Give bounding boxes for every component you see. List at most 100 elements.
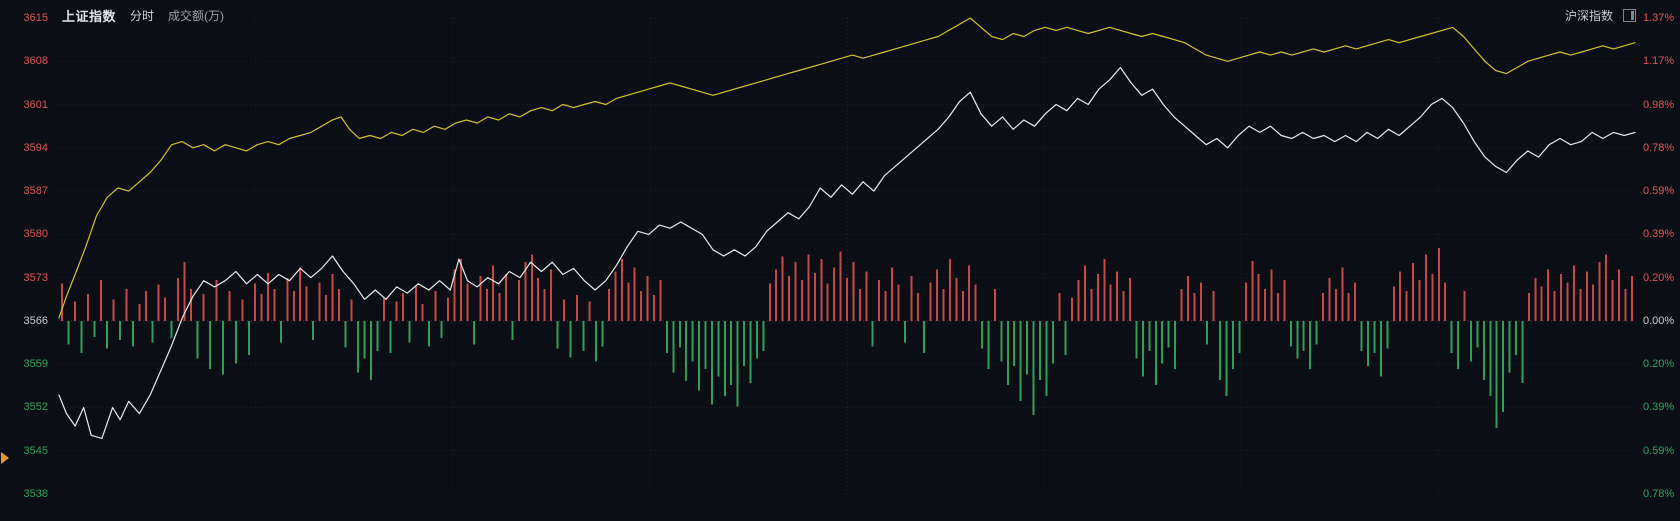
volume-bar-up	[299, 267, 302, 321]
volume-bar-up	[1412, 263, 1415, 321]
volume-bar-up	[485, 288, 488, 321]
volume-bar-up	[1084, 265, 1086, 321]
volume-bar-up	[1334, 288, 1337, 321]
volume-bar-down	[1174, 320, 1177, 370]
volume-bar-down	[344, 320, 347, 348]
volume-bar-up	[1077, 280, 1080, 321]
volume-bar-up	[86, 294, 89, 321]
volume-bar-up	[1090, 288, 1093, 321]
volume-bar-up	[801, 280, 803, 321]
panel-expand-icon[interactable]	[1623, 8, 1636, 22]
volume-bar-up	[1624, 288, 1627, 321]
volume-bar-down	[1219, 320, 1222, 380]
volume-bar-up	[125, 288, 128, 321]
volume-bar-up	[1122, 290, 1125, 321]
volume-bar-up	[1199, 282, 1202, 321]
volume-bar-up	[144, 290, 147, 321]
yellow-line	[58, 17, 1636, 319]
volume-bar-up	[563, 299, 565, 321]
volume-bar-up	[99, 280, 102, 321]
volume-bar-down	[1039, 320, 1041, 380]
volume-bar-up	[447, 297, 450, 321]
y-axis-percent-label: 0.59%	[1643, 185, 1675, 198]
volume-bar-down	[1167, 320, 1170, 348]
volume-bar-up	[260, 294, 263, 321]
volume-bar-up	[183, 262, 186, 321]
volume-bar-down	[1206, 320, 1209, 345]
volume-bar-up	[1322, 293, 1324, 321]
volume-bar-up	[781, 256, 784, 321]
volume-bar-up	[466, 283, 469, 321]
index-name-label[interactable]: 上证指数	[62, 8, 117, 24]
volume-bar-down	[1026, 320, 1029, 375]
volume-bar-down	[1161, 320, 1164, 364]
volume-bar-up	[640, 290, 643, 321]
y-axis-percent-label: 0.39%	[1643, 228, 1675, 241]
chart-mode-tab[interactable]: 分时	[130, 8, 155, 23]
volume-bar-down	[1064, 320, 1067, 356]
volume-bar-up	[337, 288, 340, 321]
volume-bar-up	[1444, 282, 1447, 321]
volume-bar-up	[878, 280, 881, 321]
volume-bar-down	[119, 320, 122, 341]
volume-bar-down	[357, 320, 360, 373]
volume-bar-down	[582, 320, 585, 351]
y-axis-percent-label: 0.98%	[1643, 98, 1675, 111]
volume-bar-down	[363, 320, 366, 359]
volume-bar-up	[325, 295, 327, 321]
volume-bar-up	[479, 276, 482, 321]
volume-bar-down	[1000, 320, 1003, 362]
y-axis-price-label: 3587	[23, 185, 48, 198]
y-axis-price-label: 3538	[23, 488, 48, 500]
volume-bar-down	[1154, 320, 1157, 386]
volume-bar-up	[961, 290, 964, 321]
volume-bar-down	[234, 320, 237, 364]
y-axis-price-label: 3545	[23, 444, 48, 457]
volume-bar-down	[132, 320, 134, 347]
volume-bar-up	[415, 286, 417, 321]
volume-bar-up	[215, 280, 218, 321]
y-axis-percent-label: 0.20%	[1643, 358, 1675, 371]
volume-bar-up	[1186, 276, 1189, 321]
y-axis-price-label: 3594	[23, 141, 48, 154]
volume-bar-down	[755, 320, 758, 359]
volume-bar-up	[1566, 282, 1569, 321]
volume-bar-up	[839, 251, 842, 321]
volume-bar-up	[1540, 286, 1543, 321]
volume-bar-down	[1508, 320, 1511, 373]
volume-bar-down	[389, 320, 392, 353]
volume-bar-up	[620, 258, 623, 321]
volume-bar-down	[67, 320, 70, 345]
volume-bar-up	[794, 262, 797, 321]
volume-unit-label: 成交额(万)	[168, 8, 225, 23]
volume-bar-down	[743, 320, 746, 366]
volume-bar-up	[968, 265, 971, 321]
volume-bar-down	[1302, 320, 1305, 351]
volume-bar-up	[402, 293, 405, 321]
volume-bar-down	[1309, 320, 1312, 370]
white-line	[58, 66, 1636, 439]
volume-bar-down	[1289, 320, 1292, 347]
volume-bar-down	[698, 320, 700, 391]
volume-bar-up	[1116, 271, 1119, 321]
volume-bar-up	[1617, 269, 1620, 321]
volume-bar-up	[517, 280, 520, 321]
volume-bar-up	[164, 297, 167, 321]
volume-bar-up	[1180, 288, 1183, 321]
hs-index-link[interactable]: 沪深指数	[1564, 8, 1613, 23]
volume-bar-up	[138, 303, 141, 321]
volume-bar-up	[820, 258, 823, 321]
volume-bar-down	[685, 320, 688, 381]
y-axis-price-label: 3566	[23, 314, 48, 327]
volume-bar-down	[1502, 320, 1505, 412]
volume-bar-down	[1032, 320, 1035, 416]
volume-bar-up	[453, 269, 456, 321]
y-axis-price-label: 3615	[23, 12, 48, 24]
y-axis-percent-label: 1.37%	[1643, 12, 1675, 24]
sidebar-expand-icon[interactable]	[1, 452, 9, 464]
volume-bar-up	[1534, 278, 1537, 321]
volume-bar-up	[1103, 258, 1106, 321]
volume-bar-up	[434, 290, 437, 321]
volume-bar-down	[1148, 320, 1151, 351]
